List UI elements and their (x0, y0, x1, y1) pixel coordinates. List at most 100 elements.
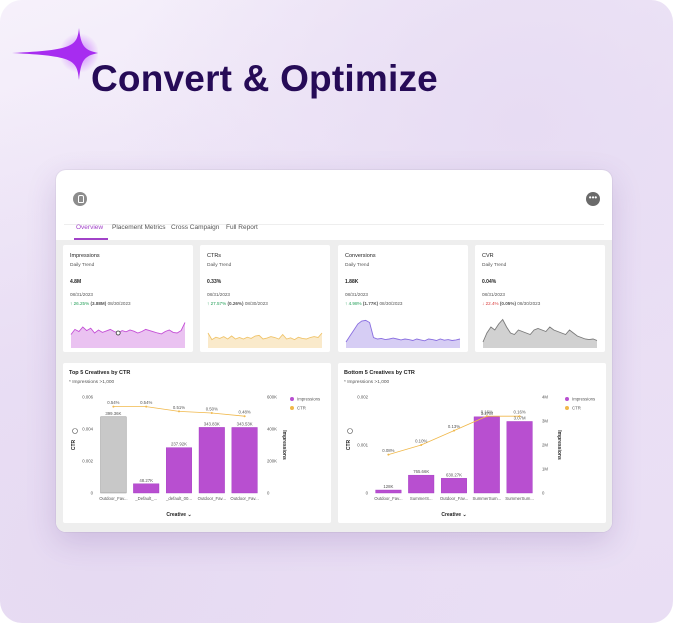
chart-subtitle: * Impressions >1,000 (344, 380, 390, 385)
y2-tick-label: 400K (267, 427, 277, 432)
legend-impressions-label: Impressions (297, 397, 320, 402)
bottom-creatives-chart-card: Bottom 5 Creatives by CTR * Impressions … (338, 363, 606, 523)
sparkline-area (483, 319, 597, 348)
legend-ctr-label: CTR (572, 406, 581, 411)
y-tick-label: 0.004 (82, 427, 93, 432)
bar-value-label: 48.27K (139, 478, 153, 483)
ctr-value-label: 0.51% (173, 405, 185, 410)
ctr-point[interactable] (420, 444, 423, 446)
hero-title: Convert & Optimize (91, 58, 438, 99)
ctr-point[interactable] (112, 405, 115, 408)
sparkline-line (70, 322, 186, 335)
impressions-sparkline (70, 322, 186, 348)
sparkline-area (208, 333, 322, 348)
kpi-date: 08/31/2023 (207, 292, 230, 297)
impressions-bar[interactable] (408, 474, 435, 494)
hover-marker[interactable] (115, 330, 121, 336)
kpi-change: ↑ 26.25% (3.88M) 08/30/2023 (70, 301, 131, 306)
trend-up-icon: ↑ (345, 301, 349, 306)
kpi-card-cvr[interactable]: CVR Daily Trend 0.04% 08/31/2023 ↓ 22.4%… (475, 245, 605, 352)
ctr-point[interactable] (178, 410, 180, 413)
ctr-point[interactable] (145, 405, 148, 408)
tab-placement-metrics[interactable]: Placement Metrics (112, 224, 166, 231)
legend-impressions-swatch (565, 397, 569, 401)
kpi-subtitle: Daily Trend (70, 263, 95, 268)
kpi-title: Conversions (345, 253, 376, 259)
ctr-point[interactable] (210, 412, 213, 414)
dashboard-window: ••• Overview Placement Metrics Cross Cam… (56, 170, 612, 532)
kpi-card-ctrs[interactable]: CTRs Daily Trend 0.33% 08/31/2023 ↑ 27.5… (200, 245, 330, 352)
impressions-bar[interactable] (473, 416, 500, 494)
trend-down-icon: ↓ (482, 301, 486, 306)
ctr-value-label: 0.16% (481, 410, 493, 415)
impressions-bar[interactable] (166, 447, 192, 494)
chart-subtitle: * Impressions >1,000 (69, 380, 115, 385)
kpi-card-conversions[interactable]: Conversions Daily Trend 1.88K 08/31/2023… (338, 245, 468, 352)
bar-value-label: 3.07M (514, 415, 526, 420)
y2-axis-title: Impressions (556, 430, 562, 460)
kpi-change: ↓ 22.4% (0.05%) 08/30/2023 (482, 301, 541, 306)
ctr-value-label: 0.13% (448, 424, 460, 429)
sparkle-icon (12, 28, 98, 80)
x-tick-label: SummerSum... (505, 496, 534, 501)
bar-value-label: 343.53K (237, 421, 253, 426)
kpi-date: 08/31/2023 (70, 292, 93, 297)
kpi-change: ↑ 27.57% (0.26%) 08/30/2023 (207, 301, 268, 306)
y-tick-label: 0 (91, 491, 94, 496)
ctr-point[interactable] (518, 415, 521, 418)
bar-value-label: 630.27K (446, 472, 462, 477)
kpi-subtitle: Daily Trend (345, 263, 370, 268)
cvr-sparkline (482, 318, 598, 348)
y2-tick-label: 600K (267, 395, 277, 400)
impressions-bar[interactable] (506, 421, 533, 494)
sparkline-line (207, 332, 323, 341)
ctr-value-label: 0.48% (239, 410, 251, 415)
tab-cross-campaign[interactable]: Cross Campaign (171, 224, 220, 231)
y-axis-title: CTR (346, 439, 352, 450)
impressions-bar[interactable] (100, 416, 127, 494)
sort-icon[interactable] (72, 428, 78, 434)
ctr-point[interactable] (485, 415, 488, 418)
legend-ctr-swatch (290, 406, 294, 410)
impressions-bar[interactable] (441, 478, 467, 494)
legend-impressions-swatch (290, 397, 294, 401)
x-axis-title: Creative ⌄ (441, 512, 466, 518)
ctr-line (388, 415, 520, 455)
y-tick-label: 0.006 (82, 395, 93, 400)
x-tick-label: SummerSum... (472, 496, 501, 501)
top-creatives-chart-card: Top 5 Creatives by CTR * Impressions >1,… (63, 363, 331, 523)
tab-overview[interactable]: Overview (76, 224, 104, 231)
kpi-change: ↑ 4.98% (1.77K) 08/30/2023 (345, 301, 403, 306)
bar-value-label: 765.66K (413, 469, 429, 474)
y2-tick-label: 0 (542, 491, 545, 496)
tab-bar: Overview Placement Metrics Cross Campaig… (64, 220, 604, 241)
ctrs-sparkline (207, 332, 323, 348)
y-tick-label: 0.002 (357, 395, 368, 400)
ctr-point[interactable] (453, 429, 455, 432)
y2-axis-title: Impressions (281, 430, 287, 460)
chart-title: Top 5 Creatives by CTR (69, 370, 131, 376)
impressions-bar[interactable] (198, 427, 225, 494)
more-options-icon[interactable]: ••• (586, 192, 600, 206)
kpi-card-impressions[interactable]: Impressions Daily Trend 4.8M 08/31/2023 … (63, 245, 193, 352)
x-tick-label: _Default_... (134, 496, 157, 501)
x-tick-label: SummerS... (410, 496, 433, 501)
active-tab-indicator (74, 238, 108, 240)
impressions-bar[interactable] (231, 427, 258, 494)
tab-full-report[interactable]: Full Report (226, 224, 258, 231)
impressions-bar[interactable] (133, 483, 160, 494)
impressions-bar[interactable] (375, 489, 402, 494)
legend-ctr-swatch (565, 406, 569, 410)
kpi-value: 0.04% (482, 279, 497, 285)
ctr-value-label: 0.54% (140, 400, 152, 405)
x-axis-title: Creative ⌄ (166, 512, 191, 518)
ctr-value-label: 0.54% (107, 400, 119, 405)
bar-value-label: 128K (383, 484, 393, 489)
x-tick-label: Outdoor_Fav... (198, 496, 226, 501)
sort-icon[interactable] (347, 428, 353, 434)
ctr-point[interactable] (387, 453, 390, 456)
x-tick-label: _default_00... (165, 496, 192, 501)
ctr-point[interactable] (243, 415, 246, 418)
bottom-creatives-chart: 0.002 0.001 0 4M 3M 2M 1M 0 CTR Impressions 128K Ou… (346, 395, 595, 519)
